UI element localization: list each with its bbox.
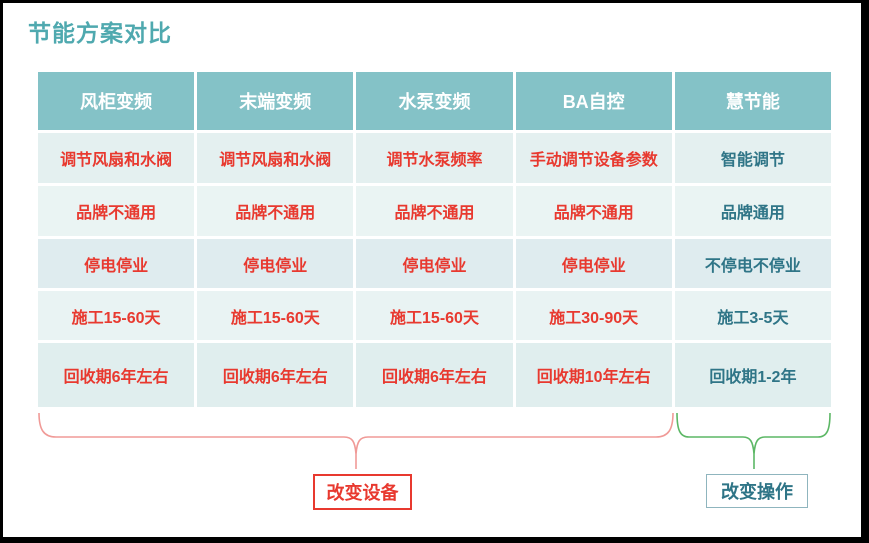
table-cell: 品牌不通用 [515, 186, 672, 236]
table-header-cell: 末端变频 [197, 72, 354, 130]
table-cell: 施工30-90天 [515, 291, 672, 340]
table-cell: 回收期10年左右 [515, 343, 672, 407]
table-cell: 停电停业 [197, 239, 354, 288]
table-cell: 回收期1-2年 [674, 343, 831, 407]
table-header-cell: 水泵变频 [356, 72, 513, 130]
table-cell: 回收期6年左右 [356, 343, 513, 407]
device-group-label: 改变设备 [313, 474, 412, 510]
table-cell: 手动调节设备参数 [515, 133, 672, 183]
table-cell: 调节水泵频率 [356, 133, 513, 183]
table-cell: 施工15-60天 [197, 291, 354, 340]
table-header-cell: 慧节能 [674, 72, 831, 130]
table-cell: 停电停业 [38, 239, 195, 288]
page-title: 节能方案对比 [28, 20, 172, 46]
table-cell: 品牌不通用 [38, 186, 195, 236]
table-cell: 施工3-5天 [674, 291, 831, 340]
table-cell: 回收期6年左右 [38, 343, 195, 407]
table-cell: 品牌不通用 [197, 186, 354, 236]
table-cell: 回收期6年左右 [197, 343, 354, 407]
table-header-cell: BA自控 [515, 72, 672, 130]
table-cell: 施工15-60天 [38, 291, 195, 340]
table-cell: 不停电不停业 [674, 239, 831, 288]
table-cell: 施工15-60天 [356, 291, 513, 340]
comparison-table: 风柜变频 末端变频 水泵变频 BA自控 慧节能 调节风扇和水阀 调节风扇和水阀 … [38, 72, 831, 407]
table-cell: 停电停业 [515, 239, 672, 288]
table-header-cell: 风柜变频 [38, 72, 195, 130]
operation-group-brace [676, 412, 831, 469]
table-cell: 调节风扇和水阀 [38, 133, 195, 183]
table-cell: 智能调节 [674, 133, 831, 183]
table-cell: 停电停业 [356, 239, 513, 288]
table-cell: 调节风扇和水阀 [197, 133, 354, 183]
table-cell: 品牌不通用 [356, 186, 513, 236]
table-cell: 品牌通用 [674, 186, 831, 236]
device-group-brace [38, 412, 674, 469]
operation-group-label: 改变操作 [706, 474, 808, 508]
